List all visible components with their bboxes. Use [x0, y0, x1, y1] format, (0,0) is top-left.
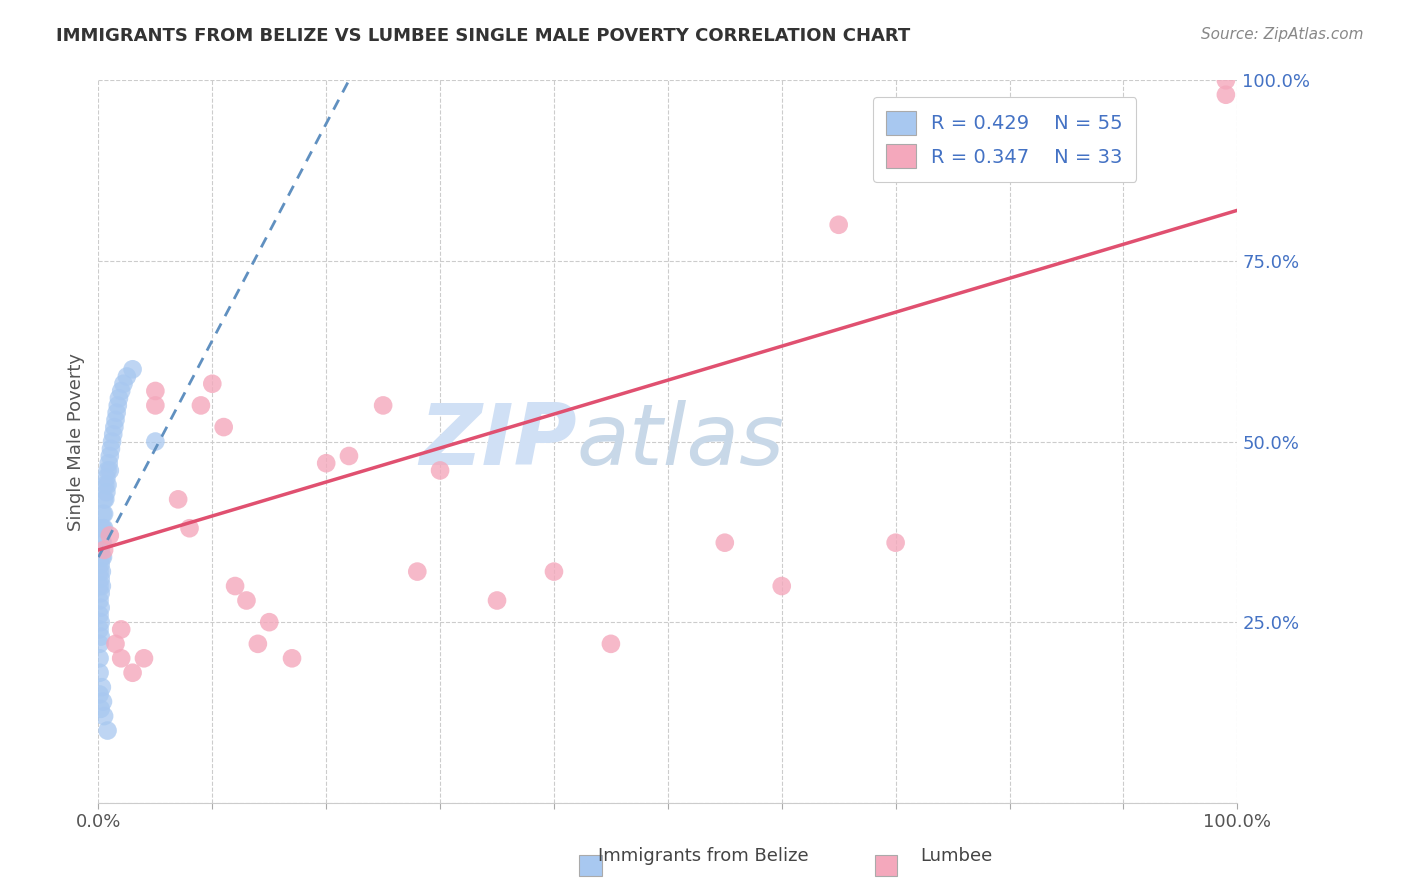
Point — [94, 492, 117, 507]
Point — [105, 406, 128, 420]
Point — [121, 665, 143, 680]
Point — [486, 593, 509, 607]
Point — [90, 600, 112, 615]
Point — [115, 369, 138, 384]
Point — [112, 376, 135, 391]
Point — [110, 651, 132, 665]
Point — [103, 427, 125, 442]
Point — [190, 398, 212, 412]
Point — [1215, 73, 1237, 87]
Point — [89, 607, 111, 622]
Point — [406, 565, 429, 579]
Point — [90, 586, 112, 600]
Point — [145, 398, 167, 412]
FancyBboxPatch shape — [875, 855, 897, 876]
Point — [337, 449, 360, 463]
Point — [167, 492, 190, 507]
Point — [108, 391, 131, 405]
Point — [96, 478, 118, 492]
Text: ZIP: ZIP — [419, 400, 576, 483]
Point — [281, 651, 304, 665]
Y-axis label: Single Male Poverty: Single Male Poverty — [66, 352, 84, 531]
Text: Source: ZipAtlas.com: Source: ZipAtlas.com — [1201, 27, 1364, 42]
Point — [91, 521, 114, 535]
Point — [97, 456, 120, 470]
Point — [110, 384, 132, 398]
Point — [132, 651, 155, 665]
Point — [543, 565, 565, 579]
Point — [90, 680, 112, 694]
Point — [315, 456, 337, 470]
Point — [89, 565, 111, 579]
Legend: R = 0.429    N = 55, R = 0.347    N = 33: R = 0.429 N = 55, R = 0.347 N = 33 — [873, 97, 1136, 182]
Point — [93, 709, 115, 723]
Point — [103, 420, 125, 434]
Text: IMMIGRANTS FROM BELIZE VS LUMBEE SINGLE MALE POVERTY CORRELATION CHART: IMMIGRANTS FROM BELIZE VS LUMBEE SINGLE … — [56, 27, 911, 45]
Point — [89, 593, 111, 607]
Point — [90, 572, 112, 586]
Point — [91, 507, 114, 521]
Point — [98, 463, 121, 477]
Point — [104, 637, 127, 651]
Point — [212, 420, 235, 434]
FancyBboxPatch shape — [579, 855, 602, 876]
Point — [91, 550, 114, 565]
Point — [224, 579, 246, 593]
Point — [371, 398, 394, 412]
Point — [201, 376, 224, 391]
Point — [89, 665, 111, 680]
Point — [104, 413, 127, 427]
Point — [89, 579, 111, 593]
Point — [246, 637, 269, 651]
Point — [90, 558, 112, 572]
Point — [107, 398, 129, 412]
Point — [90, 550, 112, 565]
Point — [90, 535, 112, 549]
Point — [121, 362, 143, 376]
Point — [89, 623, 111, 637]
Point — [90, 579, 112, 593]
Point — [94, 478, 117, 492]
Point — [235, 593, 257, 607]
Point — [89, 687, 111, 701]
Point — [259, 615, 281, 630]
Point — [90, 615, 112, 630]
Point — [884, 535, 907, 549]
Point — [90, 702, 112, 716]
Point — [110, 623, 132, 637]
Point — [98, 449, 121, 463]
Point — [89, 651, 111, 665]
Point — [93, 521, 115, 535]
Point — [91, 535, 114, 549]
Point — [93, 507, 115, 521]
Point — [98, 528, 121, 542]
Point — [90, 542, 112, 557]
Point — [96, 463, 118, 477]
Text: Immigrants from Belize: Immigrants from Belize — [598, 847, 808, 865]
Point — [770, 579, 793, 593]
Point — [90, 565, 112, 579]
Point — [828, 218, 851, 232]
Text: atlas: atlas — [576, 400, 785, 483]
Point — [714, 535, 737, 549]
Point — [600, 637, 623, 651]
Point — [429, 463, 451, 477]
Point — [91, 695, 114, 709]
Point — [96, 470, 118, 484]
Point — [101, 434, 124, 449]
Point — [100, 442, 122, 456]
Point — [90, 521, 112, 535]
Point — [90, 630, 112, 644]
Point — [1215, 87, 1237, 102]
Point — [89, 637, 111, 651]
Point — [93, 542, 115, 557]
Point — [145, 384, 167, 398]
Point — [96, 723, 118, 738]
Point — [93, 492, 115, 507]
Text: Lumbee: Lumbee — [920, 847, 993, 865]
Point — [96, 485, 118, 500]
Point — [145, 434, 167, 449]
Point — [179, 521, 201, 535]
